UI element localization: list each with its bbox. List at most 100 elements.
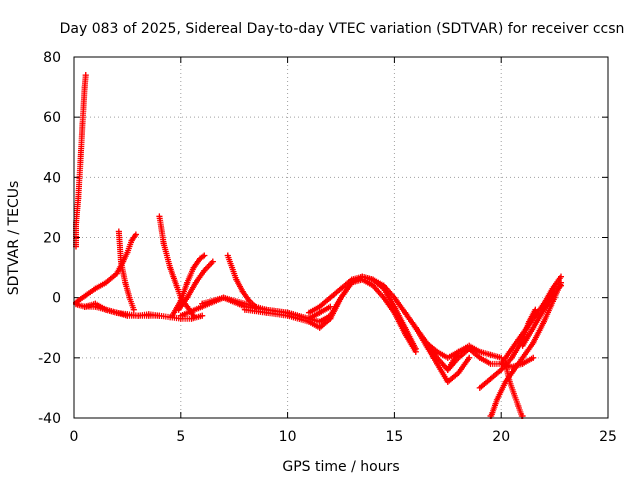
data-point (508, 354, 515, 361)
data-point (434, 360, 441, 367)
data-point (455, 348, 462, 355)
data-point (487, 375, 494, 382)
data-point (128, 237, 135, 244)
data-point (558, 273, 565, 280)
data-point (316, 324, 323, 331)
data-point (177, 312, 184, 319)
data-point (145, 311, 152, 318)
data-point (402, 309, 409, 316)
data-point (455, 354, 462, 361)
data-point (113, 309, 120, 316)
data-point (284, 312, 291, 319)
data-point (444, 354, 451, 361)
data-point (506, 348, 513, 355)
data-point (192, 279, 199, 286)
data-point (124, 312, 131, 319)
data-point (81, 84, 88, 91)
data-point (540, 318, 547, 325)
data-point (117, 258, 124, 265)
data-point (515, 336, 522, 343)
data-point (476, 384, 483, 391)
data-point (184, 294, 191, 301)
data-point (412, 348, 419, 355)
data-point (412, 324, 419, 331)
series-trace-21 (519, 282, 565, 349)
data-point (263, 309, 270, 316)
data-point (476, 348, 483, 355)
data-point (338, 285, 344, 292)
y-tick-label: -40 (38, 411, 61, 427)
x-tick-label: 20 (492, 429, 510, 445)
data-point (444, 378, 451, 385)
data-point (487, 360, 494, 367)
data-point (77, 159, 84, 166)
series-trace-4 (115, 228, 137, 313)
data-point (199, 300, 206, 307)
data-point (316, 318, 323, 325)
y-tick-label: 0 (52, 291, 61, 307)
data-point (305, 318, 312, 325)
data-point (327, 303, 334, 310)
data-point (79, 120, 86, 127)
data-point (124, 249, 131, 256)
data-point (455, 369, 462, 376)
data-point (338, 294, 344, 301)
data-point (167, 264, 174, 271)
data-point (224, 252, 231, 259)
series-trace-6 (156, 213, 197, 319)
data-point (498, 366, 505, 373)
data-point (316, 303, 323, 310)
data-point (391, 309, 398, 316)
data-point (493, 396, 500, 403)
data-point (229, 264, 236, 271)
x-axis-title: GPS time / hours (282, 459, 399, 475)
data-point (184, 303, 191, 310)
series-trace-20 (502, 360, 526, 419)
data-point (92, 285, 99, 292)
series-trace-7 (169, 252, 208, 319)
data-point (103, 279, 110, 286)
data-series (73, 72, 565, 419)
data-point (305, 309, 312, 316)
data-point (209, 258, 216, 265)
series-trace-10 (224, 252, 259, 310)
data-point (184, 279, 191, 286)
data-point (82, 72, 89, 79)
x-tick-label: 25 (599, 429, 617, 445)
data-point (558, 282, 565, 289)
data-point (201, 252, 208, 259)
series-trace-12 (241, 276, 419, 355)
data-point (199, 312, 206, 319)
series-trace-1 (73, 72, 89, 250)
data-point (391, 294, 398, 301)
x-tick-label: 0 (70, 429, 79, 445)
data-point (246, 297, 253, 304)
data-point (370, 276, 377, 283)
x-tick-label: 5 (176, 429, 185, 445)
data-point (487, 351, 494, 358)
plot-frame (73, 56, 609, 419)
data-point (173, 282, 180, 289)
series-trace-17 (487, 279, 565, 419)
data-point (380, 282, 387, 289)
data-point (380, 294, 387, 301)
data-point (423, 342, 430, 349)
series-trace-19 (498, 273, 565, 367)
y-tick-label: 60 (43, 110, 61, 126)
grid (74, 57, 608, 418)
data-point (511, 366, 518, 373)
data-point (506, 378, 513, 385)
data-point (160, 240, 167, 247)
data-point (348, 276, 355, 283)
data-point (156, 213, 163, 220)
x-tick-label: 15 (385, 429, 403, 445)
data-point (316, 309, 323, 316)
data-point (515, 402, 522, 409)
data-point (327, 294, 334, 301)
data-point (81, 303, 88, 310)
series-trace-15 (412, 324, 473, 385)
data-point (540, 306, 547, 313)
data-point (370, 282, 377, 289)
data-point (135, 312, 142, 319)
